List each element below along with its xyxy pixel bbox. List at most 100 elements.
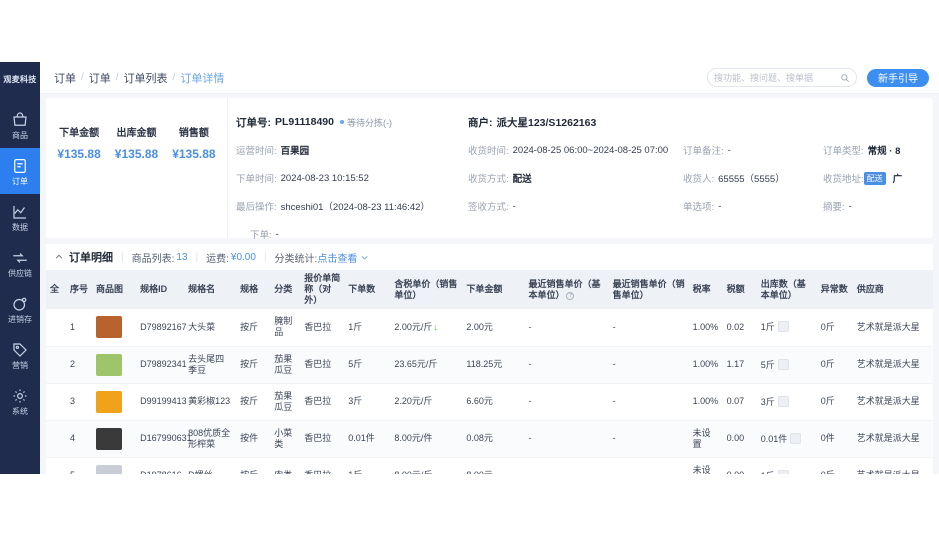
bottom-white-band [0, 474, 939, 538]
merchant-value[interactable]: 派大星123/S1262163 [496, 116, 597, 129]
table-row[interactable]: 1 D79892167 大头菜 按斤 腌制品 香巴拉 1斤 2.00元/斤↓ 2… [46, 309, 933, 347]
merchant-row: 商户: 派大星123/S1262163 [468, 108, 683, 136]
row-select-cell[interactable] [46, 420, 67, 458]
order-items-table: 全 序号 商品图 规格ID 规格名 规格 分类 报价单简称（对外） 下单数 含税… [46, 270, 933, 474]
row-outbound-qty-cell: 5斤 [756, 346, 817, 384]
table-row[interactable]: 2 D79892341 去头尾四季豆 按斤 茄果瓜豆 香巴拉 5斤 23.65元… [46, 346, 933, 384]
breadcrumb: 订单 / 订单 / 订单列表 / 订单详情 [54, 70, 224, 86]
receive-method-row: 收货方式: 配送 [468, 164, 683, 192]
product-image[interactable] [96, 316, 123, 339]
goods-list-label: 商品列表: [131, 253, 175, 265]
product-image[interactable] [96, 427, 123, 450]
product-image[interactable] [96, 464, 123, 474]
edit-icon[interactable] [777, 358, 789, 370]
row-tax-amount: 0.02 [722, 309, 757, 347]
last-operation-row: 最后操作: shceshi01（2024-08-23 11:46:42） [236, 192, 468, 220]
breadcrumb-item-2[interactable]: 订单 [88, 72, 111, 85]
edit-icon[interactable] [790, 432, 802, 444]
search-box[interactable] [707, 68, 857, 87]
search-icon[interactable] [840, 73, 850, 83]
row-last-price-base: - [524, 309, 609, 347]
row-thumbnail-cell[interactable] [92, 309, 137, 347]
column-header-select[interactable]: 全 [46, 270, 67, 309]
row-select-cell[interactable] [46, 383, 67, 421]
amount-label: 下单金额 [59, 128, 100, 139]
info-column-4: 订单类型: 常规 · 8 收货地址: 配送 广 摘要: - [823, 108, 933, 248]
row-abnormal-qty: 0斤 [816, 346, 853, 384]
field-label: 单选项: [683, 202, 715, 213]
order-detail-toolbar: 订单明细 | 商品列表: 13 | 运费: ¥0.00 | 分类统计: 点击查看 [46, 244, 933, 270]
column-header-spec: 规格 [236, 270, 271, 309]
page-header: 订单 / 订单 / 订单列表 / 订单详情 新手引导 [40, 62, 939, 94]
chevron-down-icon[interactable] [360, 253, 369, 262]
breadcrumb-item-3[interactable]: 订单列表 [123, 72, 168, 85]
row-quote-name: 香巴拉 [300, 420, 345, 458]
field-value: shceshi01（2024-08-23 11:46:42） [280, 202, 430, 213]
product-image[interactable] [96, 390, 123, 413]
row-thumbnail-cell[interactable] [92, 457, 137, 474]
edit-icon[interactable] [777, 395, 789, 407]
table-row[interactable]: 3 D99199413 黄彩椒123 按斤 茄果瓜豆 香巴拉 3斤 2.20元/… [46, 383, 933, 421]
edit-icon[interactable] [777, 469, 789, 474]
category-stat-link[interactable]: 点击查看 [317, 253, 358, 265]
row-thumbnail-cell[interactable] [92, 420, 137, 458]
freight-value: ¥0.00 [230, 251, 256, 263]
row-select-cell[interactable] [46, 309, 67, 347]
row-order-qty: 5斤 [344, 346, 391, 384]
sidebar-item-order[interactable]: 订单 [0, 148, 40, 194]
row-quote-name: 香巴拉 [300, 383, 345, 421]
sidebar-item-marketing[interactable]: 营销 [0, 332, 40, 378]
row-order-qty: 3斤 [344, 383, 391, 421]
order-info-card: 下单金额 ¥135.88 出库金额 ¥135.88 销售额 ¥135.88 订单… [46, 98, 933, 241]
row-outbound-qty-cell: 1斤 [756, 309, 817, 347]
row-quote-name: 香巴拉 [300, 346, 345, 384]
row-category: 小菜类 [270, 420, 301, 458]
row-spec-name: 黄彩椒123 [184, 383, 237, 421]
sidebar-item-system[interactable]: 系统 [0, 378, 40, 424]
row-tax-price: 8.00元/斤 [390, 457, 463, 474]
sidebar: 观麦科技 商品 订单 [0, 62, 40, 474]
row-supplier: 艺术就是派大星 [852, 457, 933, 474]
row-last-price-base: - [524, 383, 609, 421]
breadcrumb-item-4[interactable]: 订单详情 [180, 72, 225, 85]
sidebar-item-inventory[interactable]: 进销存 [0, 286, 40, 332]
bag-icon [11, 111, 29, 129]
row-thumbnail-cell[interactable] [92, 346, 137, 384]
sidebar-item-supply-chain[interactable]: 供应链 [0, 240, 40, 286]
table-row[interactable]: 4 D167990631 808优质全形榨菜 按件 小菜类 香巴拉 0.01件 … [46, 420, 933, 458]
sidebar-item-goods[interactable]: 商品 [0, 102, 40, 148]
table-body: 1 D79892167 大头菜 按斤 腌制品 香巴拉 1斤 2.00元/斤↓ 2… [46, 309, 933, 474]
row-thumbnail-cell[interactable] [92, 383, 137, 421]
row-spec-name: D螺丝 [184, 457, 237, 474]
row-tax-rate: 未设置 [688, 420, 723, 458]
field-value: - [512, 200, 516, 212]
amount-order: 下单金额 ¥135.88 [57, 124, 100, 161]
sidebar-nav: 商品 订单 数据 [0, 102, 40, 424]
row-select-cell[interactable] [46, 457, 67, 474]
help-icon[interactable]: ? [566, 291, 575, 300]
row-tax-price: 8.00元/件 [390, 420, 463, 458]
row-supplier: 艺术就是派大星 [852, 346, 933, 384]
breadcrumb-item-1[interactable]: 订单 [54, 72, 76, 85]
table-row[interactable]: 5 D1978616 D螺丝 按斤 肉类 香巴拉 1斤 8.00元/斤 8.00… [46, 457, 933, 474]
column-header-outbound-qty: 出库数（基本单位） [756, 270, 817, 309]
breadcrumb-separator: / [172, 72, 176, 83]
divider: | [121, 251, 124, 263]
guide-button[interactable]: 新手引导 [867, 68, 929, 87]
edit-icon[interactable] [777, 321, 789, 333]
product-image[interactable] [96, 353, 123, 376]
divider: | [195, 251, 199, 263]
amount-summary: 下单金额 ¥135.88 出库金额 ¥135.88 销售额 ¥135.88 [46, 98, 228, 238]
sidebar-item-data[interactable]: 数据 [0, 194, 40, 240]
row-category: 肉类 [270, 457, 301, 474]
row-abnormal-qty: 0件 [816, 420, 853, 458]
row-order-amount: 8.00元 [462, 457, 525, 474]
single-option-row: 单选项: - [683, 192, 823, 220]
row-select-cell[interactable] [46, 346, 67, 384]
sidebar-item-label: 供应链 [8, 268, 32, 278]
search-input[interactable] [714, 72, 840, 83]
field-label: 运营时间: [236, 146, 277, 157]
row-order-qty: 1斤 [344, 309, 391, 347]
chevron-up-icon[interactable] [54, 252, 64, 262]
sidebar-item-label: 系统 [12, 406, 28, 416]
